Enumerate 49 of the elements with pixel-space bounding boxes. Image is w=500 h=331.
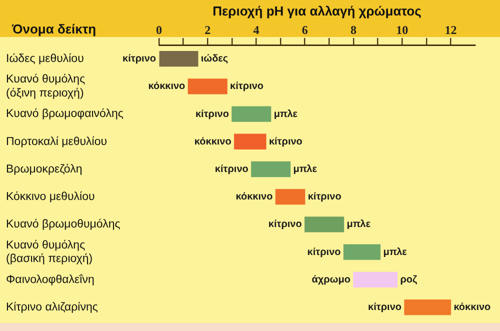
bar bbox=[275, 189, 306, 205]
annotation: μπλε bbox=[346, 219, 371, 230]
annotation: κόκκινο bbox=[454, 302, 491, 314]
annotation: κίτρινο bbox=[268, 219, 302, 230]
y-tick-label: Κυανό βρωμοθυμόλης bbox=[6, 218, 121, 231]
x-axis-title: Περιοχή pH για αλλαγή χρώματος bbox=[212, 3, 422, 18]
x-tick-label: 8 bbox=[350, 22, 356, 37]
y-tick-label: Κυανό θυμόλης (βασική περιοχή) bbox=[6, 239, 93, 266]
x-tick-label: 4 bbox=[253, 22, 260, 37]
annotation: μπλε bbox=[383, 246, 408, 258]
bar bbox=[234, 134, 266, 150]
y-axis-title: Όνομα δείκτη bbox=[11, 22, 96, 37]
y-tick-label: Κίτρινο αλιζαρίνης bbox=[6, 301, 98, 314]
y-tick-label: Κυανό βρωμοφαινόλης bbox=[6, 108, 124, 120]
y-tick-label: Βρωμοκρεζόλη bbox=[6, 163, 82, 176]
annotation: κίτρινο bbox=[368, 302, 402, 314]
x-tick-label: 6 bbox=[302, 22, 308, 37]
bar bbox=[232, 106, 272, 122]
bar bbox=[251, 161, 291, 178]
annotation: κίτρινο bbox=[308, 192, 342, 203]
annotation: κίτρινο bbox=[268, 136, 302, 148]
bar bbox=[353, 272, 398, 288]
y-tick-label: Ιώδες μεθυλίου bbox=[6, 52, 84, 65]
annotation: κόκκινο bbox=[194, 136, 232, 148]
annotation: ροζ bbox=[400, 274, 418, 286]
annotation: μπλε bbox=[293, 164, 318, 175]
x-tick-label: 0 bbox=[156, 22, 162, 37]
annotation: κίτρινο bbox=[195, 108, 229, 120]
bar bbox=[404, 299, 452, 316]
annotation: κόκκινο bbox=[148, 81, 186, 92]
y-tick-label: Κόκκινο μεθυλίου bbox=[6, 191, 95, 204]
annotation: κόκκινο bbox=[236, 192, 273, 203]
y-tick-label: Φαινολοφθαλεΐνη bbox=[6, 274, 94, 286]
annotation: κίτρινο bbox=[230, 81, 264, 92]
y-tick-label: Κυανό θυμόλης (όξινη περιοχή) bbox=[6, 74, 86, 100]
bar bbox=[343, 244, 381, 260]
y-tick-label: Πορτοκαλί μεθυλίου bbox=[6, 136, 108, 148]
bar bbox=[159, 50, 198, 67]
annotation: ιώδες bbox=[200, 54, 228, 65]
x-tick-label: 10 bbox=[396, 22, 408, 37]
annotation: άχρωμο bbox=[312, 274, 350, 286]
bar bbox=[188, 78, 228, 94]
annotation: κίτρινο bbox=[307, 246, 341, 258]
bar bbox=[304, 216, 344, 232]
x-tick-label: 12 bbox=[444, 22, 457, 37]
annotation: μπλε bbox=[274, 108, 298, 120]
x-tick-label: 2 bbox=[204, 22, 211, 37]
annotation: κίτρινο bbox=[214, 164, 248, 175]
annotation: κίτρινο bbox=[122, 54, 156, 65]
